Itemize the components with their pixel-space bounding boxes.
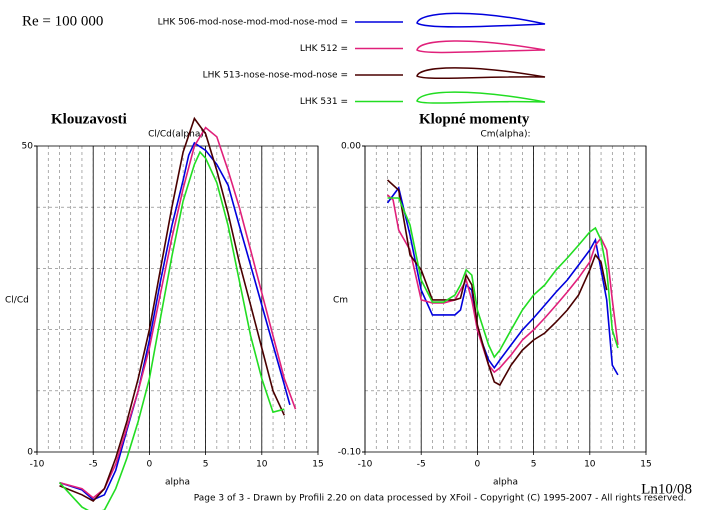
- legend-label: LHK 506-mod-nose-mod-mod-nose-mod =: [158, 18, 348, 28]
- x-tick-label: 10: [584, 460, 596, 470]
- y-tick-label: -0.10: [338, 448, 362, 458]
- x-tick-label: 15: [640, 460, 651, 470]
- code: Ln10/08: [641, 481, 692, 497]
- legend-label: LHK 531 =: [300, 97, 348, 107]
- x-tick-label: 0: [147, 460, 153, 470]
- reynolds: Re = 100 000: [22, 13, 103, 29]
- series-line: [386, 179, 608, 387]
- series-line: [59, 116, 286, 503]
- legend-label: LHK 512 =: [300, 44, 348, 54]
- y-tick-label: 0: [27, 448, 33, 458]
- plot-frame: [36, 145, 319, 453]
- y-axis-label: Cm: [333, 296, 348, 306]
- series-line: [58, 150, 285, 510]
- x-tick-label: 10: [256, 460, 268, 470]
- series-line: [59, 141, 291, 501]
- x-tick-label: -10: [358, 460, 373, 470]
- x-tick-label: 0: [475, 460, 481, 470]
- y-axis-label: Cl/Cd: [5, 296, 29, 306]
- legend-label: LHK 513-nose-nose-mod-nose =: [203, 71, 348, 81]
- chart-title: Klopné momenty: [419, 111, 530, 127]
- series-line: [387, 197, 619, 359]
- x-tick-label: -10: [30, 460, 45, 470]
- x-tick-label: -5: [417, 460, 426, 470]
- plot-frame: [364, 145, 647, 453]
- footer: Page 3 of 3 - Drawn by Profili 2.20 on d…: [194, 494, 687, 504]
- x-axis-label: alpha: [493, 478, 518, 488]
- airfoil-icons: [416, 12, 546, 104]
- x-axis-label: alpha: [165, 478, 190, 488]
- chart-subtitle: Cm(alpha):: [480, 130, 530, 140]
- x-tick-label: 15: [312, 460, 323, 470]
- y-tick-label: 50: [22, 142, 34, 152]
- x-tick-label: 5: [531, 460, 537, 470]
- chart-subtitle: Cl/Cd(alpha):: [148, 130, 207, 140]
- y-tick-label: 0.00: [341, 142, 361, 152]
- series-line: [386, 186, 619, 376]
- x-tick-label: 5: [203, 460, 209, 470]
- series-line: [386, 194, 619, 374]
- x-tick-label: -5: [89, 460, 98, 470]
- chart-title: Klouzavosti: [51, 111, 127, 127]
